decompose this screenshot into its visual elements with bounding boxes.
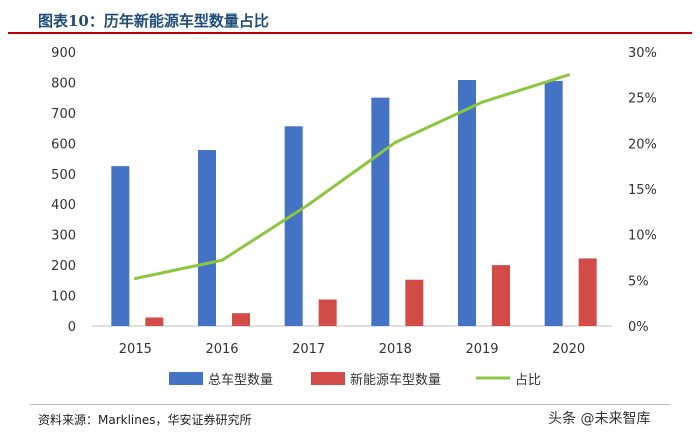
- legend-swatch-nev: [311, 372, 345, 385]
- legend-swatch-total: [169, 372, 203, 385]
- x-tick-label: 2016: [205, 342, 238, 357]
- chart: 0 100 200 300 400 500 600 700 800 900 0% 5% 10% 15% 20…: [51, 46, 657, 388]
- y-right-tick-label: 20%: [628, 137, 657, 152]
- y-left-tick-label: 700: [51, 107, 76, 122]
- x-tick-label: 2020: [552, 342, 585, 357]
- y-left-tick-label: 500: [51, 168, 76, 183]
- point-share-2016: [220, 258, 224, 262]
- bar-total-2016: [198, 150, 216, 326]
- y-left-tick-label: 400: [51, 198, 76, 213]
- source-note: 资料来源：Marklines，华安证券研究所: [38, 413, 252, 427]
- x-tick-label: 2019: [465, 342, 498, 357]
- bar-total-2020: [544, 80, 563, 326]
- bar-nev-2016: [232, 313, 250, 326]
- y-right-tick-label: 25%: [628, 92, 657, 107]
- point-share-2020: [567, 73, 571, 77]
- legend-label-nev: 新能源车型数量: [350, 372, 441, 388]
- bar-nev-2020: [578, 258, 597, 326]
- chart-title: 图表10：历年新能源车型数量占比: [38, 12, 269, 30]
- point-share-2019: [480, 100, 484, 104]
- bar-nev-2017: [318, 299, 337, 326]
- bar-total-2017: [284, 126, 303, 326]
- y-right-tick-label: 5%: [628, 274, 649, 289]
- title-divider: [8, 32, 692, 34]
- footer-divider: [30, 404, 670, 405]
- y-left-tick-label: 100: [51, 290, 76, 305]
- chart-title-bar: 图表10：历年新能源车型数量占比: [8, 6, 692, 32]
- point-share-2017: [307, 203, 311, 207]
- x-tick-label: 2018: [379, 342, 412, 357]
- y-right-tick-label: 15%: [628, 183, 657, 198]
- bar-nev-2019: [492, 265, 510, 326]
- y-left-tick-label: 200: [51, 259, 76, 274]
- y-left-tick-label: 0: [68, 320, 76, 335]
- bar-total-2015: [111, 166, 130, 326]
- x-tick-label: 2015: [119, 342, 152, 357]
- y-right-tick-label: 30%: [628, 46, 657, 61]
- y-right-tick-label: 0%: [628, 320, 649, 335]
- y-right-tick-label: 10%: [628, 229, 657, 244]
- y-left-tick-label: 300: [51, 229, 76, 244]
- bar-total-2019: [458, 80, 476, 327]
- y-left-tick-label: 900: [51, 46, 76, 61]
- y-left-tick-label: 800: [51, 76, 76, 91]
- point-share-2015: [133, 277, 137, 281]
- point-share-2018: [393, 140, 397, 144]
- y-left-tick-label: 600: [51, 137, 76, 152]
- line-share: [135, 73, 570, 280]
- x-tick-label: 2017: [292, 342, 325, 357]
- bar-total-2018: [371, 97, 390, 326]
- watermark: 头条 @未来智库: [548, 411, 651, 427]
- bar-nev-2018: [405, 279, 424, 326]
- legend-label-share: 占比: [515, 373, 541, 388]
- bar-nev-2015: [145, 317, 164, 326]
- legend-label-total: 总车型数量: [208, 372, 273, 388]
